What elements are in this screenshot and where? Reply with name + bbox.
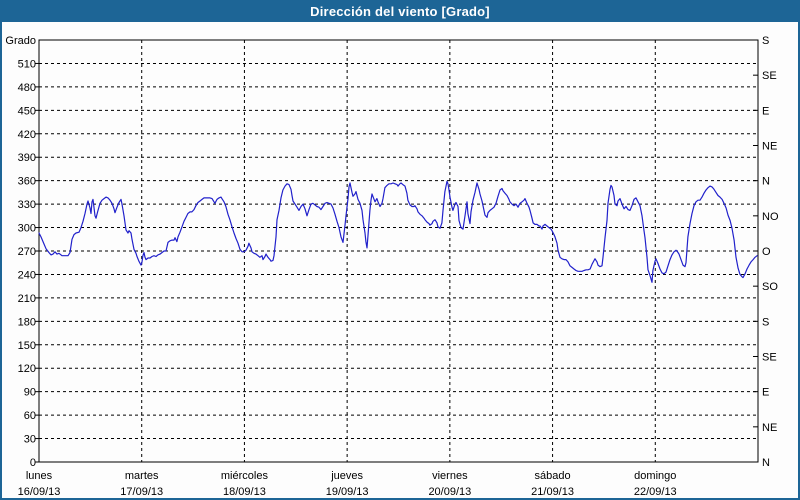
compass-tick-label: N [762, 176, 770, 188]
x-axis-date-label: 20/09/13 [428, 486, 471, 498]
x-axis-date-label: 17/09/13 [120, 486, 163, 498]
y-axis-tick-label: 210 [18, 293, 36, 305]
compass-tick-label: NO [762, 211, 779, 223]
y-axis-tick-label: 360 [18, 176, 36, 188]
y-axis-tick-label: 450 [18, 105, 36, 117]
compass-tick-label: NE [762, 422, 777, 434]
compass-tick-label: N [762, 457, 770, 469]
compass-tick-label: S [762, 316, 769, 328]
plot-border [38, 39, 759, 463]
x-axis-day-label: viernes [432, 470, 468, 482]
y-axis-tick-label: 330 [18, 199, 36, 211]
x-axis-day-label: miércoles [221, 470, 269, 482]
compass-tick-label: S [762, 35, 769, 47]
wind-direction-chart: 0 30 60 90 120 150 180 210 240 270 300 330 360 390 420… [5, 35, 779, 498]
compass-tick-label: E [762, 387, 769, 399]
x-axis-date-label: 18/09/13 [223, 486, 266, 498]
y-axis-tick-label: 510 [18, 58, 36, 70]
x-axis-date-label: 19/09/13 [326, 486, 369, 498]
x-axis-date-label: 22/09/13 [634, 486, 677, 498]
x-axis-day-label: lunes [26, 470, 53, 482]
y-axis-tick-label: 480 [18, 82, 36, 94]
y-axis-tick-label: 30 [24, 434, 36, 446]
y-axis-tick-label: 0 [30, 457, 36, 469]
x-axis-day-label: domingo [634, 470, 676, 482]
x-axis-date-label: 16/09/13 [18, 486, 61, 498]
compass-tick-label: SE [762, 352, 777, 364]
y-axis-tick-label: 90 [24, 387, 36, 399]
compass-tick-label: NE [762, 141, 777, 153]
window-titlebar: Dirección del viento [Grado] [0, 0, 800, 22]
y-axis-tick-label: 420 [18, 129, 36, 141]
y-axis-tick-label: 270 [18, 246, 36, 258]
window-title: Dirección del viento [Grado] [310, 3, 490, 19]
x-axis-day-label: sábado [535, 470, 571, 482]
wind-direction-line [38, 180, 758, 283]
y-axis-tick-label: 120 [18, 363, 36, 375]
compass-tick-label: SO [762, 281, 778, 293]
y-axis-tick-label: 390 [18, 152, 36, 164]
compass-tick-label: E [762, 105, 769, 117]
y-axis-tick-label: 150 [18, 340, 36, 352]
x-axis-day-label: jueves [330, 470, 363, 482]
x-axis-date-label: 21/09/13 [531, 486, 574, 498]
y-axis-tick-label: 240 [18, 269, 36, 281]
y-axis-tick-label: 180 [18, 316, 36, 328]
compass-tick-label: O [762, 246, 771, 258]
x-axis-day-label: martes [125, 470, 159, 482]
compass-tick-label: SE [762, 70, 777, 82]
y-axis-tick-label: 60 [24, 410, 36, 422]
y-axis-title: Grado [5, 35, 36, 47]
y-axis-tick-label: 300 [18, 223, 36, 235]
